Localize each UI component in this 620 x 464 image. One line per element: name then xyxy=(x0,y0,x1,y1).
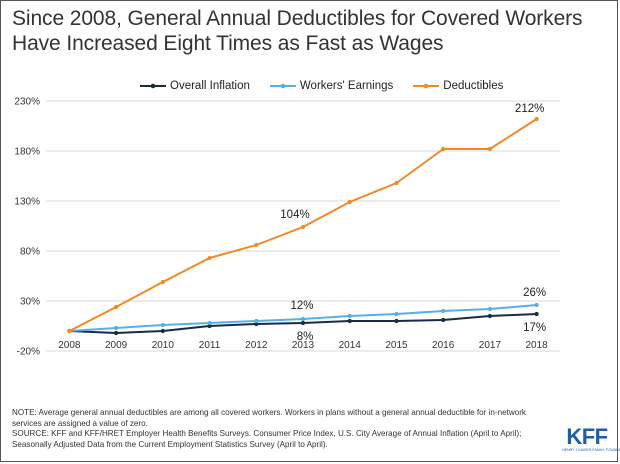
data-point xyxy=(347,199,352,205)
data-label: 8% xyxy=(297,331,314,343)
data-point xyxy=(67,328,72,334)
data-point xyxy=(534,116,539,122)
data-point xyxy=(394,311,399,317)
data-point xyxy=(394,318,399,324)
x-tick-label: 2010 xyxy=(152,340,175,351)
legend-swatch-deductibles xyxy=(413,83,440,89)
data-point xyxy=(113,330,119,336)
data-point xyxy=(160,322,165,328)
data-label: 26% xyxy=(523,287,546,299)
data-point xyxy=(534,311,539,317)
x-tick-label: 2011 xyxy=(199,340,221,351)
data-point xyxy=(254,318,259,324)
data-point xyxy=(207,323,212,329)
data-label: 104% xyxy=(280,209,309,221)
data-point xyxy=(487,146,493,152)
x-tick-label: 2018 xyxy=(526,340,549,351)
title-line-1: Since 2008, General Annual Deductibles f… xyxy=(12,7,583,30)
data-point xyxy=(300,316,306,322)
logo-text: KFF xyxy=(566,424,608,449)
data-point xyxy=(300,320,306,326)
x-tick-label: 2015 xyxy=(385,340,408,351)
legend-item-overall-inflation: Overall Inflation xyxy=(140,80,250,92)
x-tick-label: 2016 xyxy=(432,340,455,351)
legend-swatch-workers-earnings xyxy=(269,83,296,89)
y-tick-label: 130% xyxy=(14,197,40,208)
data-point xyxy=(441,317,446,323)
legend-item-workers-earnings: Workers' Earnings xyxy=(269,80,394,92)
y-tick-label: 230% xyxy=(14,97,40,108)
x-tick-label: 2013 xyxy=(292,340,315,351)
y-tick-label: -20% xyxy=(17,347,40,358)
x-tick-label: 2012 xyxy=(245,340,268,351)
data-label: 17% xyxy=(523,322,546,334)
title-line-2: Have Increased Eight Times as Fast as Wa… xyxy=(12,32,444,55)
legend-item-deductibles: Deductibles xyxy=(413,80,503,92)
y-tick-label: 180% xyxy=(14,147,40,158)
x-tick-label: 2009 xyxy=(105,340,128,351)
y-tick-label: 80% xyxy=(20,247,40,258)
x-tick-label: 2008 xyxy=(58,340,81,351)
data-point xyxy=(394,180,399,186)
legend-label-workers-earnings: Workers' Earnings xyxy=(299,80,394,92)
source-text: SOURCE: KFF and KFF/HRET Employer Health… xyxy=(12,429,522,449)
data-point xyxy=(441,308,446,314)
data-label: 212% xyxy=(515,103,544,115)
data-point xyxy=(347,318,352,324)
data-point xyxy=(113,325,119,331)
data-point xyxy=(441,146,446,152)
logo-subtext: HENRY J KAISER FAMILY FOUNDATION xyxy=(562,448,620,452)
data-label: 12% xyxy=(290,300,313,312)
legend-label-deductibles: Deductibles xyxy=(443,80,504,92)
data-point xyxy=(487,306,493,312)
x-tick-label: 2014 xyxy=(339,340,362,351)
data-point xyxy=(300,224,306,230)
legend-label-overall-inflation: Overall Inflation xyxy=(170,80,250,92)
chart-title: Since 2008, General Annual Deductibles f… xyxy=(12,6,612,56)
data-point xyxy=(534,302,539,308)
legend-swatch-overall-inflation xyxy=(140,83,166,89)
data-point xyxy=(254,242,259,248)
y-tick-label: 30% xyxy=(20,297,40,308)
data-point xyxy=(207,255,212,261)
legend: Overall Inflation Workers' Earnings Dedu… xyxy=(140,78,503,94)
x-tick-label: 2017 xyxy=(479,340,502,351)
data-point xyxy=(160,279,165,285)
note-text: NOTE: Average general annual deductibles… xyxy=(12,408,526,428)
data-point xyxy=(347,313,352,319)
data-point xyxy=(254,321,259,327)
data-point xyxy=(113,304,119,310)
footnote: NOTE: Average general annual deductibles… xyxy=(12,408,557,450)
data-point xyxy=(160,328,165,334)
kff-logo: KFF HENRY J KAISER FAMILY FOUNDATION xyxy=(562,424,620,453)
data-point xyxy=(207,320,212,326)
data-point xyxy=(487,313,493,319)
